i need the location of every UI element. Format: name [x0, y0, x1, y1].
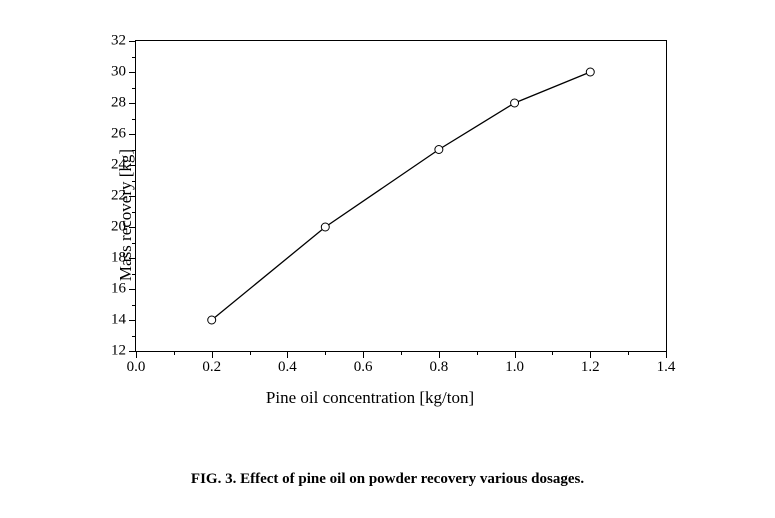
y-tick-label: 18	[101, 250, 126, 267]
y-tick-label: 12	[101, 343, 126, 360]
y-tick-minor	[132, 181, 135, 182]
x-tick	[666, 352, 667, 358]
x-tick-label: 0.6	[354, 359, 373, 376]
x-tick-label: 0.4	[278, 359, 297, 376]
y-tick-label: 22	[101, 188, 126, 205]
x-tick-label: 0.8	[429, 359, 448, 376]
y-tick-minor	[132, 57, 135, 58]
x-tick-minor	[325, 352, 326, 355]
y-tick-label: 30	[101, 64, 126, 81]
y-tick	[129, 351, 135, 352]
data-marker	[435, 146, 443, 154]
x-tick	[363, 352, 364, 358]
y-tick	[129, 320, 135, 321]
y-tick-label: 16	[101, 281, 126, 298]
data-marker	[511, 99, 519, 107]
chart-container: Mass recovery [kg] Pine oil concentratio…	[60, 25, 680, 405]
y-tick-label: 26	[101, 126, 126, 143]
y-tick	[129, 41, 135, 42]
x-axis-label: Pine oil concentration [kg/ton]	[266, 388, 474, 408]
x-tick	[287, 352, 288, 358]
y-tick-label: 20	[101, 219, 126, 236]
y-tick-minor	[132, 119, 135, 120]
data-marker	[208, 316, 216, 324]
y-tick	[129, 134, 135, 135]
caption-prefix: FIG. 3.	[191, 471, 240, 487]
x-tick-minor	[174, 352, 175, 355]
data-marker	[321, 223, 329, 231]
y-tick	[129, 72, 135, 73]
x-tick-minor	[477, 352, 478, 355]
x-tick-label: 1.4	[657, 359, 676, 376]
y-tick-minor	[132, 212, 135, 213]
y-tick-minor	[132, 336, 135, 337]
figure-caption: FIG. 3. Effect of pine oil on powder rec…	[191, 471, 584, 488]
x-tick-minor	[250, 352, 251, 355]
y-tick-minor	[132, 305, 135, 306]
x-tick-minor	[552, 352, 553, 355]
x-tick	[590, 352, 591, 358]
x-tick-label: 1.0	[505, 359, 524, 376]
caption-text: Effect of pine oil on powder recovery va…	[240, 471, 584, 487]
y-tick-minor	[132, 150, 135, 151]
x-tick-minor	[401, 352, 402, 355]
x-tick-minor	[628, 352, 629, 355]
y-tick-minor	[132, 243, 135, 244]
y-tick-minor	[132, 88, 135, 89]
x-tick	[515, 352, 516, 358]
y-tick	[129, 196, 135, 197]
x-tick-label: 0.0	[127, 359, 146, 376]
plot-area: 12141618202224262830320.00.20.40.60.81.0…	[135, 40, 667, 352]
y-tick	[129, 289, 135, 290]
y-tick	[129, 165, 135, 166]
y-tick-label: 28	[101, 95, 126, 112]
x-tick	[439, 352, 440, 358]
chart-svg	[136, 41, 666, 351]
y-tick	[129, 227, 135, 228]
y-tick	[129, 258, 135, 259]
x-tick	[136, 352, 137, 358]
y-tick	[129, 103, 135, 104]
y-tick-minor	[132, 274, 135, 275]
data-line	[212, 72, 591, 320]
x-tick-label: 1.2	[581, 359, 600, 376]
x-tick-label: 0.2	[202, 359, 221, 376]
data-marker	[586, 68, 594, 76]
y-tick-label: 32	[101, 33, 126, 50]
x-tick	[212, 352, 213, 358]
y-tick-label: 14	[101, 312, 126, 329]
y-tick-label: 24	[101, 157, 126, 174]
